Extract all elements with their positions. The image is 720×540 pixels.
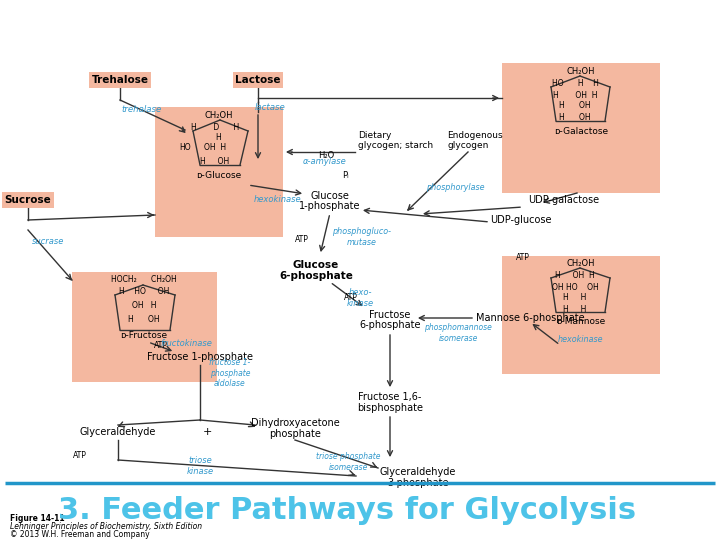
Text: +: + [202, 427, 212, 437]
Text: OH  H: OH H [204, 144, 226, 152]
Text: fructose 1-
phosphate
aldolase: fructose 1- phosphate aldolase [210, 358, 251, 388]
Text: H      OH: H OH [128, 315, 160, 325]
Text: 6-phosphate: 6-phosphate [359, 320, 420, 330]
Text: ᴅ-Galactose: ᴅ-Galactose [554, 126, 608, 136]
Text: CH₂OH: CH₂OH [204, 111, 233, 119]
Text: H    HO     OH: H HO OH [119, 287, 169, 296]
Text: H₂O: H₂O [318, 152, 334, 160]
Text: phosphate: phosphate [269, 429, 321, 439]
Text: Pᵢ: Pᵢ [342, 171, 348, 179]
Text: hexokinase: hexokinase [254, 194, 302, 204]
Text: 3. Feeder Pathways for Glycolysis: 3. Feeder Pathways for Glycolysis [58, 496, 636, 525]
Text: Dihydroxyacetone: Dihydroxyacetone [251, 418, 339, 428]
Text: CH₂OH: CH₂OH [567, 260, 595, 268]
Text: HO: HO [179, 144, 191, 152]
Text: trehalase: trehalase [122, 105, 162, 114]
Text: phosphogluco-
mutase: phosphogluco- mutase [333, 227, 392, 247]
Text: H     OH  H: H OH H [555, 272, 595, 280]
Text: Dietary: Dietary [358, 132, 392, 140]
Text: 3-phosphate: 3-phosphate [387, 478, 449, 488]
Text: H: H [215, 132, 221, 141]
Text: phosphomannose
isomerase: phosphomannose isomerase [424, 323, 492, 343]
Text: Fructose: Fructose [369, 310, 410, 320]
Text: 1-phosphate: 1-phosphate [300, 201, 361, 211]
Text: glycogen; starch: glycogen; starch [358, 141, 433, 151]
Text: ATP: ATP [154, 341, 168, 350]
Text: ATP: ATP [344, 294, 358, 302]
Text: H       OH  H: H OH H [553, 91, 598, 99]
Text: © 2013 W.H. Freeman and Company: © 2013 W.H. Freeman and Company [10, 530, 150, 539]
Text: ATP: ATP [516, 253, 530, 262]
Text: HO      H    H: HO H H [552, 79, 598, 89]
Text: UDP-glucose: UDP-glucose [490, 215, 552, 225]
Text: H      OH: H OH [559, 102, 591, 111]
FancyBboxPatch shape [155, 107, 283, 237]
Text: OH   H: OH H [132, 300, 156, 309]
Text: ᴅ-Glucose: ᴅ-Glucose [197, 172, 242, 180]
Text: Fructose 1-phosphate: Fructose 1-phosphate [147, 352, 253, 362]
Text: Trehalose: Trehalose [91, 75, 148, 85]
Text: fructokinase: fructokinase [160, 339, 212, 348]
Text: sucrase: sucrase [32, 238, 64, 246]
Text: Endogenous: Endogenous [447, 132, 503, 140]
Text: hexokinase: hexokinase [557, 335, 603, 345]
Text: HOCH₂      CH₂OH: HOCH₂ CH₂OH [111, 275, 177, 285]
Text: ᴅ-Mannose: ᴅ-Mannose [557, 318, 606, 327]
Text: Lactose: Lactose [235, 75, 281, 85]
Text: ATP: ATP [73, 450, 87, 460]
Text: triose phosphate
isomerase: triose phosphate isomerase [316, 453, 380, 472]
Text: Lehninger Principles of Biochemistry, Sixth Edition: Lehninger Principles of Biochemistry, Si… [10, 522, 202, 531]
Text: Glucose: Glucose [310, 191, 349, 201]
Text: Glucose: Glucose [293, 260, 339, 270]
FancyBboxPatch shape [72, 272, 217, 382]
Text: lactase: lactase [255, 103, 285, 111]
Text: Mannose 6-phosphate: Mannose 6-phosphate [476, 313, 585, 323]
Text: H       D      H: H D H [191, 123, 239, 132]
Text: H     H: H H [563, 294, 587, 302]
Text: CH₂OH: CH₂OH [567, 68, 595, 77]
Text: UDP-galactose: UDP-galactose [528, 195, 599, 205]
Text: H     H: H H [563, 306, 587, 314]
Text: phosphorylase: phosphorylase [426, 184, 485, 192]
Text: bisphosphate: bisphosphate [357, 403, 423, 413]
Text: Fructose 1,6-: Fructose 1,6- [359, 392, 422, 402]
Text: hexo-
kinase: hexo- kinase [346, 288, 374, 308]
Text: OH HO    OH: OH HO OH [552, 282, 598, 292]
Text: ATP: ATP [295, 235, 309, 245]
Text: Glyceraldehyde: Glyceraldehyde [380, 467, 456, 477]
Text: H     OH: H OH [200, 158, 230, 166]
FancyBboxPatch shape [502, 256, 660, 374]
Text: 6-phosphate: 6-phosphate [279, 271, 353, 281]
Text: H      OH: H OH [559, 113, 591, 123]
Text: Figure 14-11: Figure 14-11 [10, 514, 65, 523]
Text: glycogen: glycogen [447, 141, 488, 151]
Text: Sucrose: Sucrose [4, 195, 51, 205]
Text: triose
kinase: triose kinase [186, 456, 214, 476]
Text: α-amylase: α-amylase [303, 158, 347, 166]
Text: Glyceraldehyde: Glyceraldehyde [80, 427, 156, 437]
Text: ᴅ-Fructose: ᴅ-Fructose [120, 330, 168, 340]
FancyBboxPatch shape [502, 63, 660, 193]
